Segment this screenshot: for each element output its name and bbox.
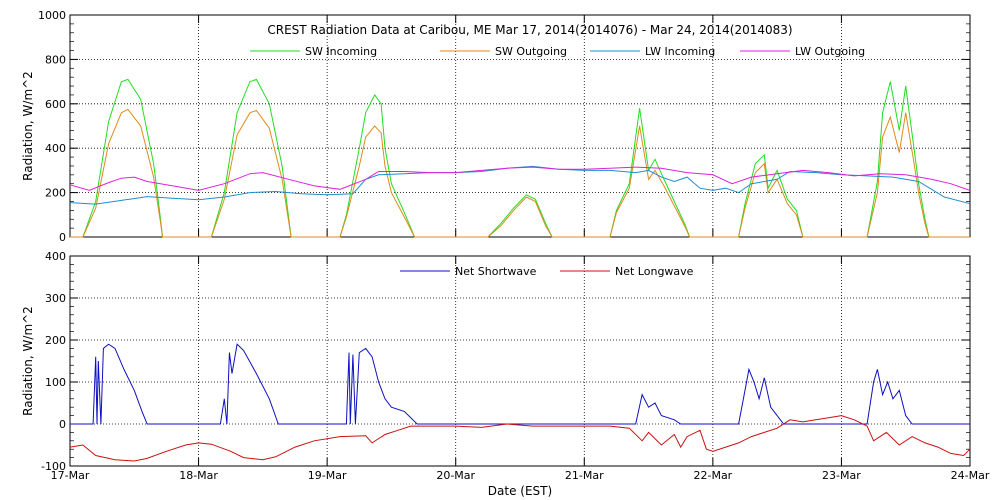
series-line xyxy=(70,108,970,238)
series-line xyxy=(69,166,971,191)
legend-label: LW Outgoing xyxy=(795,45,865,58)
y-tick-label: -100 xyxy=(41,460,66,473)
series-line xyxy=(69,415,971,462)
series-line xyxy=(69,165,971,205)
legend-label: SW Outgoing xyxy=(495,45,567,58)
y-tick-label: 1000 xyxy=(38,9,66,22)
legend-label: SW Incoming xyxy=(305,45,377,58)
legend-label: Net Shortwave xyxy=(455,265,537,278)
x-tick-label: 18-Mar xyxy=(179,469,218,482)
chart-title: CREST Radiation Data at Caribou, ME Mar … xyxy=(267,23,792,37)
y-tick-label: 400 xyxy=(45,250,66,263)
x-tick-label: 17-Mar xyxy=(51,469,90,482)
plot-frame xyxy=(69,255,971,467)
x-tick-label: 23-Mar xyxy=(822,469,861,482)
y-tick-label: 200 xyxy=(45,187,66,200)
y-axis-label: Radiation, W/m^2 xyxy=(21,306,35,416)
y-tick-label: 400 xyxy=(45,142,66,155)
legend-label: LW Incoming xyxy=(645,45,715,58)
y-tick-label: 800 xyxy=(45,53,66,66)
series-line xyxy=(70,78,970,238)
x-tick-label: 24-Mar xyxy=(951,469,990,482)
y-tick-label: 200 xyxy=(45,334,66,347)
y-tick-label: 300 xyxy=(45,292,66,305)
y-tick-label: 600 xyxy=(45,98,66,111)
top-panel: 0 200 400 600 800 1000 Radiation, W/m^2 SW Inco… xyxy=(21,9,971,244)
x-tick-label: 21-Mar xyxy=(565,469,604,482)
y-tick-label: 0 xyxy=(59,418,66,431)
y-tick-label: 100 xyxy=(45,376,66,389)
x-axis-label: Date (EST) xyxy=(488,484,552,498)
plot-frame xyxy=(69,14,971,238)
x-tick-label: 20-Mar xyxy=(436,469,475,482)
legend-label: Net Longwave xyxy=(615,265,694,278)
x-tick-label: 19-Mar xyxy=(308,469,347,482)
series-line xyxy=(70,343,970,425)
x-tick-label: 22-Mar xyxy=(693,469,732,482)
bottom-panel: -100 0 100 200 300 400 Radiation, W/m^2 Net Sho… xyxy=(21,250,990,482)
y-axis-label: Radiation, W/m^2 xyxy=(21,71,35,181)
y-tick-label: 0 xyxy=(59,231,66,244)
